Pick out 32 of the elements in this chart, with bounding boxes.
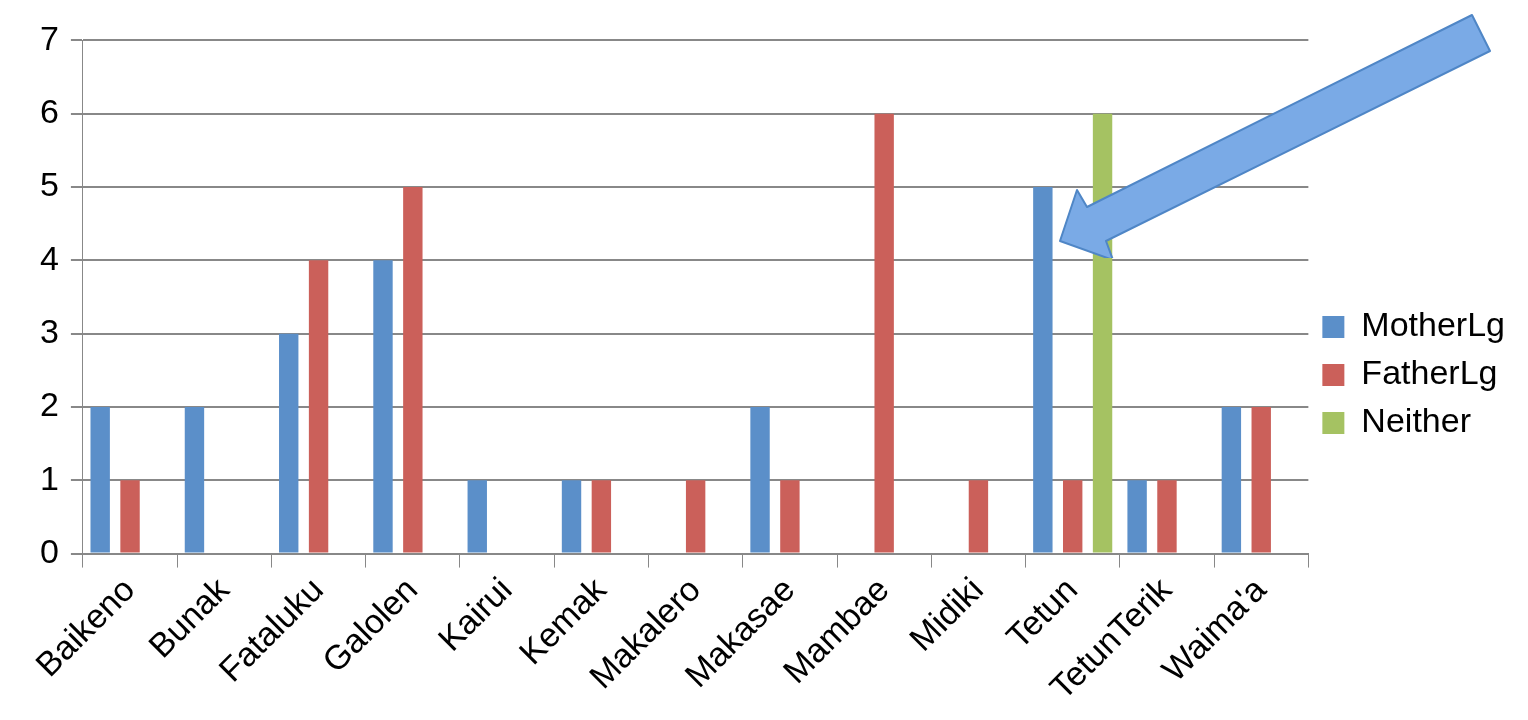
- bar: [750, 406, 770, 553]
- y-tick-label: 2: [39, 385, 59, 424]
- y-tick-label: 4: [39, 238, 59, 277]
- bar: [968, 480, 989, 553]
- y-tick-label: 5: [39, 165, 59, 204]
- bar: [373, 260, 393, 553]
- bar: [1063, 480, 1083, 553]
- bar: [308, 260, 329, 553]
- bar: [1251, 406, 1271, 553]
- y-tick-label: 7: [39, 18, 59, 57]
- bar: [403, 187, 423, 553]
- bar: [1033, 187, 1053, 553]
- bar: [467, 480, 487, 553]
- bar: [1221, 406, 1242, 553]
- bar: [184, 406, 205, 553]
- y-tick-label: 3: [39, 312, 59, 351]
- bar: [1157, 480, 1177, 553]
- bar: [561, 480, 582, 553]
- bar: [874, 113, 894, 553]
- bar: [120, 480, 140, 553]
- y-tick-label: 0: [39, 531, 59, 570]
- bar: [90, 406, 110, 553]
- bar: [279, 333, 299, 553]
- bar: [1127, 480, 1147, 553]
- bar: [685, 480, 706, 553]
- legend-label: FatherLg: [1361, 353, 1498, 392]
- legend-label: Neither: [1361, 401, 1471, 440]
- bar: [591, 480, 612, 553]
- legend-label: MotherLg: [1361, 305, 1505, 344]
- bar: [780, 480, 800, 553]
- y-tick-label: 6: [39, 92, 59, 131]
- y-tick-label: 1: [39, 458, 59, 497]
